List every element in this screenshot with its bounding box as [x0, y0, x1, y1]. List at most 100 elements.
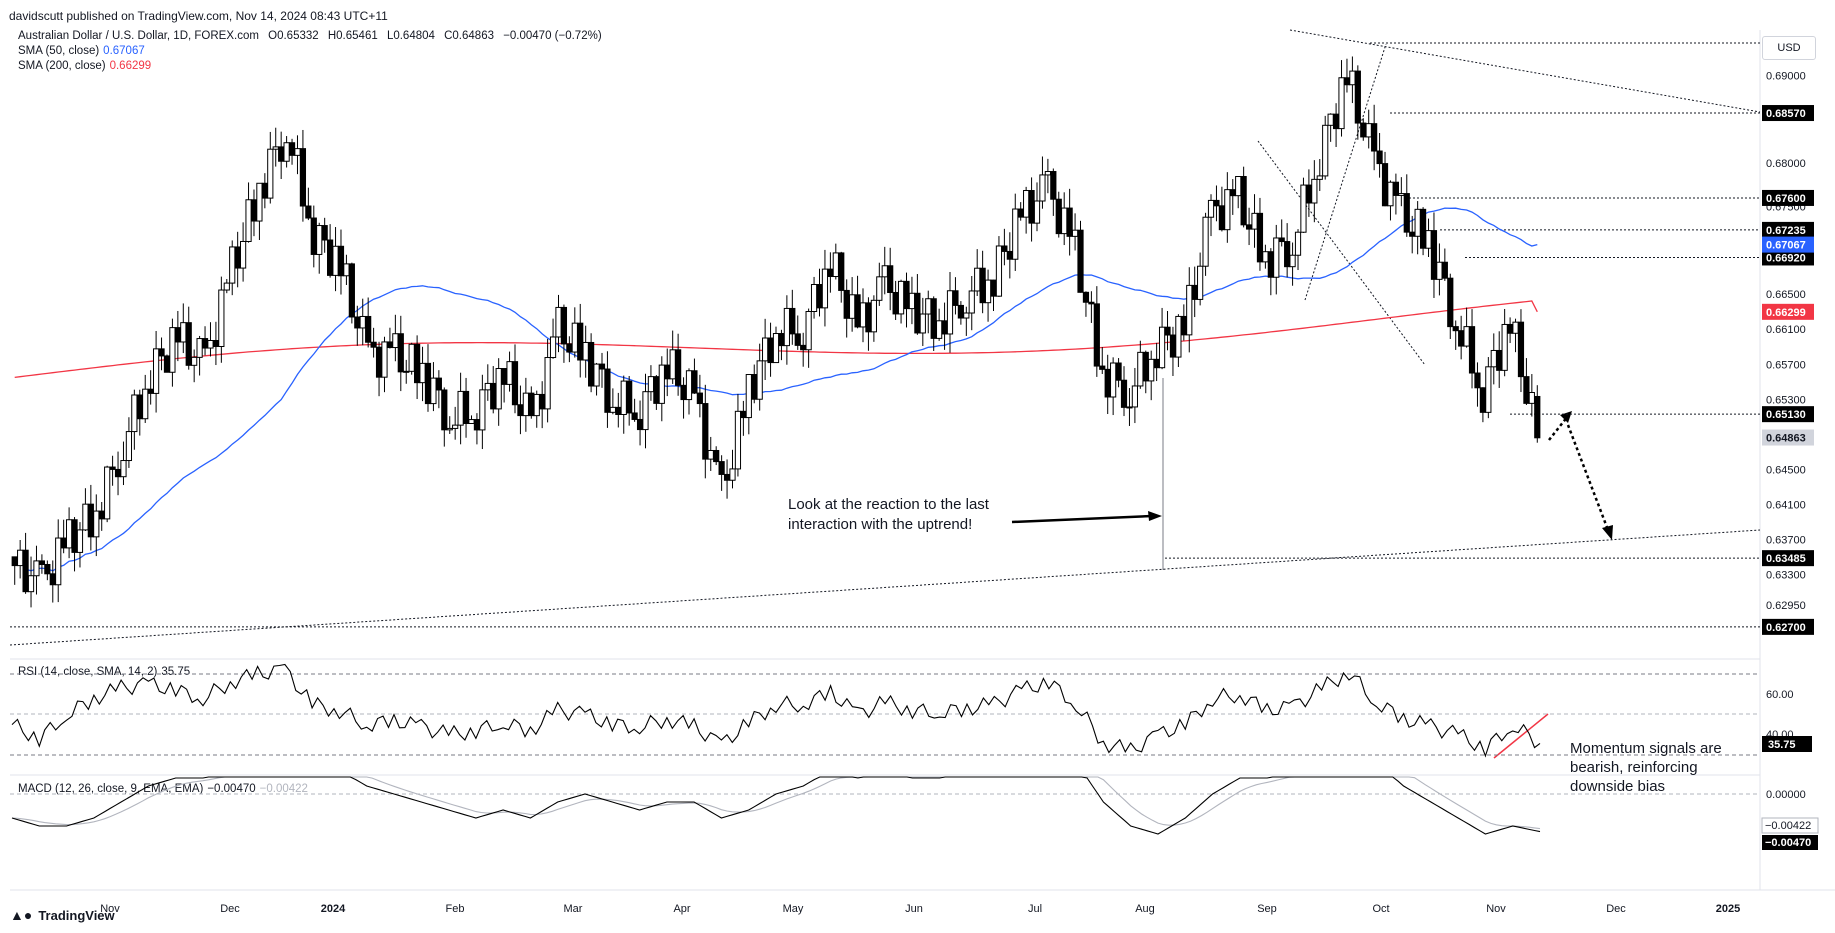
candle-body: [1148, 358, 1155, 382]
rsi-trendline[interactable]: [1493, 713, 1549, 759]
candle-body: [207, 340, 214, 349]
sma200-value: 0.66299: [109, 60, 152, 72]
price-axis[interactable]: 0.690000.680000.675000.665000.661000.657…: [1766, 70, 1806, 612]
pattern-line-down[interactable]: [1257, 140, 1426, 366]
level-tag-text: 0.67235: [1766, 225, 1806, 237]
candle-body: [1278, 237, 1285, 243]
candle-body: [218, 289, 225, 348]
candle-body: [1240, 176, 1247, 226]
y-tick-label: 0.66500: [1766, 289, 1806, 301]
candle-body: [767, 337, 774, 364]
candle-body: [1376, 150, 1383, 165]
candle-body: [1017, 208, 1024, 218]
candle-body: [479, 389, 486, 431]
candle-body: [1197, 265, 1204, 300]
candle-body: [859, 302, 867, 328]
time-axis[interactable]: Nov Dec 2024 Feb Mar Apr May Jun Jul Aug Sep Oct Nov…: [100, 903, 1740, 915]
candle-body: [125, 431, 133, 462]
level-tag: [1762, 550, 1814, 567]
candle-body: [27, 575, 35, 593]
candle-body: [1338, 77, 1345, 130]
tradingview-brand: TradingView: [38, 907, 115, 923]
candle-body: [1316, 175, 1323, 180]
candle-body: [136, 394, 143, 420]
pattern-line-up[interactable]: [1304, 43, 1387, 301]
sma50-series: [14, 207, 1538, 572]
candle-body: [1126, 406, 1133, 409]
candle-body: [408, 343, 415, 372]
candle-body: [1452, 326, 1459, 332]
candle-body: [658, 364, 665, 404]
downtrend-line-top[interactable]: [1289, 29, 1761, 113]
macd-legend[interactable]: MACD (12, 26, close, 9, EMA, EMA) −0.0047…: [18, 783, 308, 795]
y-tick-label: 0.64100: [1766, 499, 1806, 511]
candle-body: [1012, 208, 1019, 260]
candle-body: [316, 225, 323, 255]
candle-body: [517, 404, 524, 417]
candle-body: [419, 362, 426, 384]
y-tick-label: 0.66100: [1766, 324, 1806, 336]
rsi-pane-guides: [10, 673, 1760, 756]
candle-body: [533, 393, 540, 417]
candle-body: [430, 377, 437, 405]
candle-body: [33, 560, 40, 577]
candle-body: [1039, 174, 1046, 202]
candle-body: [816, 284, 823, 309]
rsi-legend[interactable]: RSI (14, close, SMA, 14, 2) 35.75: [18, 666, 190, 678]
candle-body: [1066, 207, 1073, 237]
level-tag: [1762, 406, 1814, 423]
candle-body: [359, 315, 366, 329]
projection-arrow-up: [1548, 415, 1569, 441]
sma200-label: SMA (200, close): [18, 60, 106, 72]
annotation-arrow-head: [1148, 511, 1162, 521]
candle-body: [506, 361, 513, 385]
candle-body: [1202, 216, 1209, 267]
candle-body: [1044, 171, 1051, 176]
candle-body: [49, 573, 56, 586]
candlestick-series: [11, 56, 1541, 608]
candle-body: [865, 302, 872, 333]
candle-body: [196, 338, 203, 358]
candle-body: [495, 368, 502, 410]
candle-body: [1224, 189, 1231, 231]
candle-body: [1300, 184, 1307, 233]
annotation-text-line2: interaction with the uptrend!: [788, 516, 972, 533]
candle-body: [974, 267, 981, 292]
sma50-legend[interactable]: SMA (50, close) 0.67067: [18, 45, 145, 57]
candle-body: [1110, 362, 1117, 398]
candle-body: [696, 392, 703, 405]
candle-body: [783, 307, 790, 347]
candle-body: [1229, 189, 1236, 197]
annotation-arrow: [1011, 514, 1153, 524]
candle-body: [843, 289, 850, 319]
sma50-label: SMA (50, close): [18, 45, 100, 57]
main-pane-drawings: [9, 29, 1761, 759]
candle-body: [1490, 349, 1497, 368]
candle-body: [631, 412, 638, 420]
uptrend-line[interactable]: [9, 529, 1761, 646]
x-tick-label: Sep: [1257, 903, 1277, 915]
rsi-annotation-line2: bearish, reinforcing: [1570, 759, 1698, 776]
candle-body: [343, 263, 350, 277]
candle-body: [1398, 193, 1405, 196]
candle-body: [691, 370, 698, 394]
candle-body: [1104, 368, 1111, 398]
candle-body: [675, 349, 682, 386]
candle-body: [267, 148, 274, 199]
ohlc-high: H0.65461: [327, 30, 378, 42]
candle-body: [256, 182, 263, 222]
candle-body: [1186, 284, 1193, 336]
candle-body: [1175, 315, 1182, 358]
macd-signal-tag: [1761, 817, 1819, 834]
candle-body: [1120, 379, 1128, 408]
candle-body: [892, 291, 899, 315]
tradingview-logo[interactable]: ▲● TradingView: [10, 907, 115, 923]
x-tick-label: Dec: [1606, 903, 1626, 915]
sma200-legend[interactable]: SMA (200, close) 0.66299: [18, 60, 151, 72]
x-tick-label: Jul: [1028, 903, 1042, 915]
currency-button[interactable]: USD: [1762, 36, 1816, 60]
candle-body: [571, 322, 578, 353]
candle-body: [1485, 366, 1492, 413]
candle-body: [876, 276, 883, 301]
